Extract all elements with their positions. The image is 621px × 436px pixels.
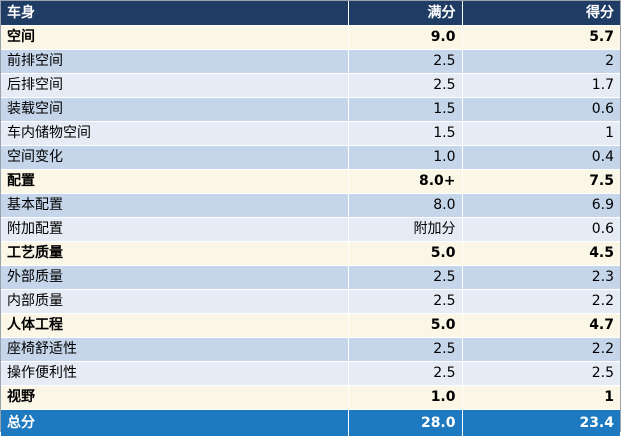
row-score: 0.6: [462, 218, 620, 242]
row-label: 配置: [1, 170, 348, 194]
row-full-score: 8.0+: [348, 170, 462, 194]
row-full-score: 2.5: [348, 338, 462, 362]
row-score: 2.2: [462, 290, 620, 314]
row-label: 工艺质量: [1, 242, 348, 266]
row-score: 4.5: [462, 242, 620, 266]
row-score: 2.3: [462, 266, 620, 290]
table-header-row: 车身 满分 得分: [1, 1, 620, 26]
total-full-score: 28.0: [348, 410, 462, 436]
row-score: 2.2: [462, 338, 620, 362]
row-score: 2: [462, 50, 620, 74]
row-full-score: 2.5: [348, 290, 462, 314]
row-full-score: 9.0: [348, 26, 462, 50]
row-full-score: 5.0: [348, 314, 462, 338]
row-label: 附加配置: [1, 218, 348, 242]
row-full-score: 2.5: [348, 74, 462, 98]
row-label: 座椅舒适性: [1, 338, 348, 362]
row-label: 空间变化: [1, 146, 348, 170]
row-score: 4.7: [462, 314, 620, 338]
row-full-score: 2.5: [348, 266, 462, 290]
header-item: 车身: [1, 1, 348, 26]
total-score: 23.4: [462, 410, 620, 436]
row-label: 装载空间: [1, 98, 348, 122]
row-full-score: 2.5: [348, 362, 462, 386]
row-full-score: 2.5: [348, 50, 462, 74]
row-score: 7.5: [462, 170, 620, 194]
row-full-score: 8.0: [348, 194, 462, 218]
row-label: 外部质量: [1, 266, 348, 290]
row-full-score: 5.0: [348, 242, 462, 266]
row-full-score: 附加分: [348, 218, 462, 242]
row-full-score: 1.0: [348, 386, 462, 410]
total-row: 总分 28.0 23.4: [1, 410, 620, 436]
row-score: 0.6: [462, 98, 620, 122]
row-label: 后排空间: [1, 74, 348, 98]
row-score: 5.7: [462, 26, 620, 50]
row-score: 6.9: [462, 194, 620, 218]
row-label: 视野: [1, 386, 348, 410]
row-label: 车内储物空间: [1, 122, 348, 146]
row-full-score: 1.5: [348, 122, 462, 146]
row-label: 空间: [1, 26, 348, 50]
row-full-score: 1.5: [348, 98, 462, 122]
total-label: 总分: [1, 410, 348, 436]
row-score: 1.7: [462, 74, 620, 98]
row-label: 前排空间: [1, 50, 348, 74]
row-label: 操作便利性: [1, 362, 348, 386]
row-full-score: 1.0: [348, 146, 462, 170]
row-score: 1: [462, 386, 620, 410]
row-label: 内部质量: [1, 290, 348, 314]
row-score: 0.4: [462, 146, 620, 170]
row-score: 2.5: [462, 362, 620, 386]
row-label: 人体工程: [1, 314, 348, 338]
row-label: 基本配置: [1, 194, 348, 218]
header-score: 得分: [462, 1, 620, 26]
header-full-score: 满分: [348, 1, 462, 26]
row-score: 1: [462, 122, 620, 146]
